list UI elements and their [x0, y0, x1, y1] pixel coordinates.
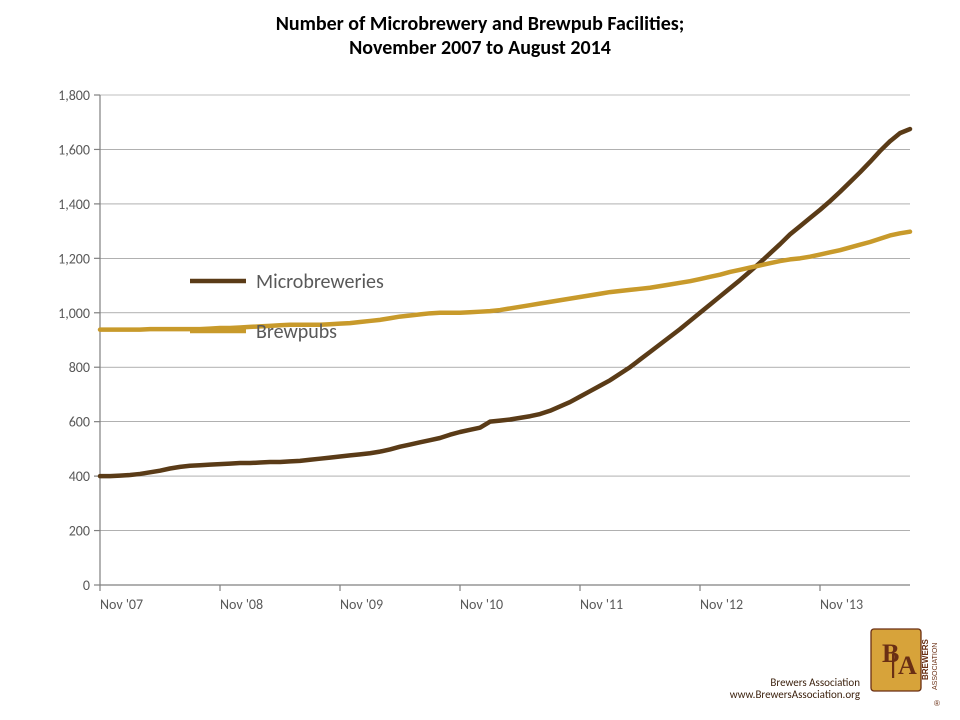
x-tick-label: Nov '10: [460, 596, 503, 613]
y-tick-label: 200: [69, 523, 90, 540]
x-tick-label: Nov '07: [100, 596, 143, 613]
x-tick-label: Nov '11: [580, 596, 623, 613]
y-tick-label: 0: [83, 577, 90, 594]
chart-svg: 0 200 400 600 800 1,000 1,200 1,400 1,600 1,800 No…: [40, 85, 930, 625]
chart-container: { "title": { "line1": "Number of Microbr…: [0, 0, 960, 720]
y-tick-label: 600: [69, 414, 90, 431]
y-tick-label: 1,800: [58, 87, 90, 104]
svg-text:B: B: [882, 639, 899, 668]
y-tick-label: 1,400: [58, 196, 90, 213]
y-tick-label: 1,200: [58, 250, 90, 267]
legend-label: Brewpubs: [256, 320, 337, 344]
line-chart: 0 200 400 600 800 1,000 1,200 1,400 1,600 1,800 No…: [40, 85, 930, 625]
x-tick-label: Nov '09: [340, 596, 383, 613]
attribution: Brewers Association www.BrewersAssociati…: [730, 677, 860, 702]
attribution-line-2: www.BrewersAssociation.org: [730, 689, 860, 702]
y-tick-label: 1,600: [58, 141, 90, 158]
svg-text:ASSOCIATION: ASSOCIATION: [932, 643, 939, 690]
y-tick-label: 400: [69, 468, 90, 485]
brewers-association-logo: B A BREWERS ASSOCIATION ®: [870, 628, 942, 708]
x-tick-label: Nov '12: [700, 596, 743, 613]
chart-title: Number of Microbrewery and Brewpub Facil…: [0, 12, 960, 60]
svg-text:A: A: [898, 651, 917, 680]
y-tick-label: 800: [69, 359, 90, 376]
y-tick-label: 1,000: [58, 305, 90, 322]
title-line-2: November 2007 to August 2014: [0, 36, 960, 60]
series-microbreweries: [100, 129, 910, 476]
x-tick-label: Nov '08: [220, 596, 263, 613]
svg-text:®: ®: [934, 699, 940, 708]
svg-text:BREWERS: BREWERS: [921, 638, 930, 680]
legend-label: Microbreweries: [256, 270, 384, 294]
title-line-1: Number of Microbrewery and Brewpub Facil…: [0, 12, 960, 36]
x-tick-label: Nov '13: [820, 596, 863, 613]
